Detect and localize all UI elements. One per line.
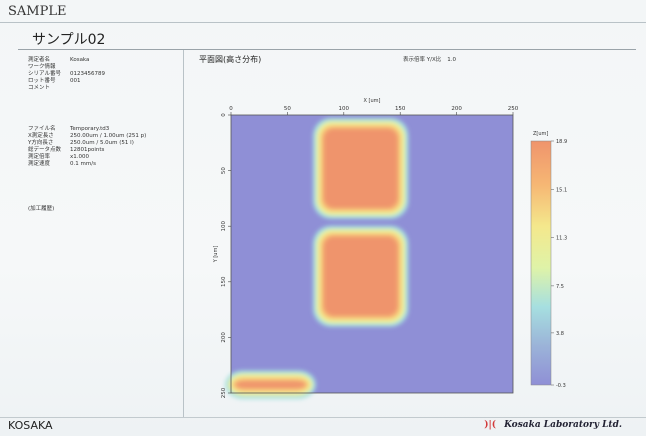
measure-key: X測定長さ (28, 133, 54, 139)
measure-value: Temporary.td3 (70, 126, 110, 132)
history-label: (加工履歴) (28, 206, 55, 212)
meta-row: ワーク情報 (28, 64, 70, 71)
measure-key: 測定速度 (28, 161, 51, 167)
measure-row: X測定長さ 250.00um / 1.00um (251 p) (28, 133, 146, 140)
meta-key: ワーク情報 (28, 64, 56, 70)
measure-value: 0.1 mm/s (70, 161, 96, 167)
meta-value: Kosaka (70, 57, 90, 63)
page-title: サンプル02 (32, 32, 106, 48)
meta-value: 001 (70, 78, 81, 84)
measure-key: 測定倍率 (28, 154, 51, 160)
meta-key: シリアル番号 (28, 71, 61, 77)
bottom-divider (0, 417, 646, 418)
meta-key: 測定者名 (28, 57, 51, 63)
measure-row: 測定倍率 x1.000 (28, 154, 89, 161)
meta-row: シリアル番号 0123456789 (28, 71, 105, 78)
meta-key: コメント (28, 85, 51, 91)
ratio-value: 1.0 (447, 57, 456, 63)
plot-title: 平面図(高さ分布) (199, 55, 262, 64)
title-bar: サンプル02 (18, 27, 636, 50)
top-divider (0, 22, 646, 23)
meta-row: 測定者名 Kosaka (28, 57, 89, 64)
measure-row: 総データ点数 12801points (28, 147, 104, 154)
measure-key: ファイル名 (28, 126, 56, 132)
measure-value: 250.00um / 1.00um (251 p) (70, 133, 147, 139)
meta-row: コメント (28, 85, 70, 92)
measure-value: 12801points (70, 147, 105, 153)
measure-row: 測定速度 0.1 mm/s (28, 161, 96, 168)
measure-row: ファイル名 Temporary.td3 (28, 126, 109, 133)
measure-row: Y方向長さ 250.0um / 5.0um (51 l) (28, 140, 134, 147)
meta-value: 0123456789 (70, 71, 105, 77)
company-logo: )|( Kosaka Laboratory Ltd. (484, 420, 622, 430)
footer-company: KOSAKA (8, 419, 53, 432)
meta-row: ロット番号 001 (28, 78, 81, 85)
measure-key: 総データ点数 (28, 147, 62, 153)
ratio-display: 表示倍率 Y/X比 1.0 (403, 55, 456, 63)
logo-text: Kosaka Laboratory Ltd. (504, 420, 622, 430)
plot-panel: 平面図(高さ分布) 表示倍率 Y/X比 1.0 (183, 50, 636, 418)
measure-key: Y方向長さ (28, 140, 54, 146)
logo-mark-icon: )|( (484, 420, 497, 430)
measure-value: 250.0um / 5.0um (51 l) (70, 140, 134, 146)
measure-value: x1.000 (70, 154, 90, 160)
ratio-label: 表示倍率 Y/X比 (403, 57, 442, 63)
sample-watermark: SAMPLE (8, 4, 67, 19)
meta-key: ロット番号 (28, 78, 56, 84)
info-panel: 測定者名 Kosaka ワーク情報 シリアル番号 0123456789 ロット番号 0… (18, 50, 184, 418)
